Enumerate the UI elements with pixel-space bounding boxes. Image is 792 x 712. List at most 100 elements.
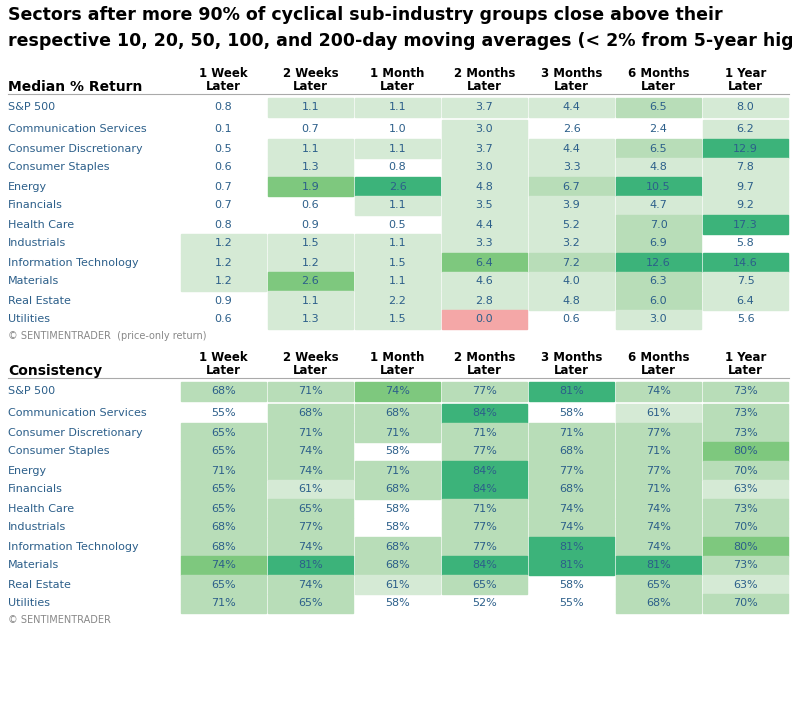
Text: Median % Return: Median % Return [8, 80, 143, 94]
Bar [703, 158, 788, 177]
Bar [355, 310, 440, 329]
Text: 6.7: 6.7 [562, 182, 581, 192]
Bar [355, 404, 440, 423]
Text: 0.5: 0.5 [215, 144, 232, 154]
Text: 2.6: 2.6 [389, 182, 406, 192]
Text: 3 Months: 3 Months [541, 67, 602, 80]
Text: 1 Month: 1 Month [371, 351, 425, 364]
Bar [442, 177, 527, 196]
Text: 9.7: 9.7 [737, 182, 755, 192]
Text: 0.5: 0.5 [389, 219, 406, 229]
Bar [181, 382, 266, 401]
Text: 0.9: 0.9 [302, 219, 319, 229]
Text: 3.3: 3.3 [562, 162, 581, 172]
Text: 73%: 73% [733, 560, 758, 570]
Text: 74%: 74% [646, 503, 671, 513]
Bar [442, 556, 527, 575]
Text: 1.5: 1.5 [302, 239, 319, 248]
Bar [268, 272, 353, 291]
Bar [181, 499, 266, 518]
Text: 2.8: 2.8 [475, 295, 493, 305]
Bar [181, 518, 266, 537]
Bar [181, 461, 266, 480]
Text: 8.0: 8.0 [737, 103, 754, 112]
Text: 1.2: 1.2 [215, 258, 232, 268]
Bar [181, 234, 266, 253]
Bar [616, 215, 701, 234]
Text: 2.4: 2.4 [649, 125, 668, 135]
Text: 1 Year: 1 Year [725, 351, 766, 364]
Bar [442, 382, 527, 401]
Text: © SENTIMENTRADER  (price-only return): © SENTIMENTRADER (price-only return) [8, 331, 207, 341]
Text: 1 Week: 1 Week [199, 67, 248, 80]
Bar [442, 442, 527, 461]
Text: 17.3: 17.3 [733, 219, 758, 229]
Text: 1 Week: 1 Week [199, 351, 248, 364]
Text: 65%: 65% [211, 427, 236, 437]
Text: 6.4: 6.4 [737, 295, 754, 305]
Text: 6 Months: 6 Months [628, 67, 689, 80]
Bar [181, 537, 266, 556]
Bar [355, 253, 440, 272]
Bar [268, 518, 353, 537]
Bar [268, 139, 353, 158]
Bar [703, 423, 788, 442]
Text: 68%: 68% [211, 542, 236, 552]
Text: 65%: 65% [298, 503, 323, 513]
Bar [268, 556, 353, 575]
Bar [529, 423, 614, 442]
Text: 74%: 74% [559, 523, 584, 533]
Text: 71%: 71% [385, 427, 410, 437]
Text: Consumer Discretionary: Consumer Discretionary [8, 427, 143, 437]
Text: 73%: 73% [733, 427, 758, 437]
Text: 68%: 68% [646, 599, 671, 609]
Text: 74%: 74% [298, 466, 323, 476]
Bar [616, 537, 701, 556]
Text: 71%: 71% [646, 446, 671, 456]
Bar [355, 556, 440, 575]
Text: 4.0: 4.0 [562, 276, 581, 286]
Text: Later: Later [728, 80, 763, 93]
Text: 2 Weeks: 2 Weeks [283, 351, 338, 364]
Bar [529, 158, 614, 177]
Bar [703, 272, 788, 291]
Bar [442, 139, 527, 158]
Text: 6.9: 6.9 [649, 239, 668, 248]
Bar [616, 98, 701, 117]
Text: 1.5: 1.5 [389, 258, 406, 268]
Text: Energy: Energy [8, 182, 48, 192]
Text: 61%: 61% [646, 409, 671, 419]
Text: 9.2: 9.2 [737, 201, 755, 211]
Text: 68%: 68% [385, 484, 410, 495]
Bar [442, 291, 527, 310]
Text: Real Estate: Real Estate [8, 295, 70, 305]
Bar [616, 177, 701, 196]
Bar [355, 98, 440, 117]
Text: 6.3: 6.3 [649, 276, 668, 286]
Bar [355, 423, 440, 442]
Text: 2 Months: 2 Months [454, 67, 515, 80]
Text: 10.5: 10.5 [646, 182, 671, 192]
Bar [268, 382, 353, 401]
Text: 65%: 65% [646, 580, 671, 590]
Text: 1.9: 1.9 [302, 182, 319, 192]
Text: 55%: 55% [211, 409, 236, 419]
Text: 65%: 65% [472, 580, 497, 590]
Text: Later: Later [641, 364, 676, 377]
Text: 1.2: 1.2 [215, 276, 232, 286]
Bar [703, 537, 788, 556]
Text: 1.0: 1.0 [389, 125, 406, 135]
Bar [529, 234, 614, 253]
Bar [355, 461, 440, 480]
Bar [181, 442, 266, 461]
Bar [703, 177, 788, 196]
Bar [268, 423, 353, 442]
Bar [355, 139, 440, 158]
Text: 1.1: 1.1 [302, 295, 319, 305]
Bar [268, 404, 353, 423]
Bar [529, 461, 614, 480]
Text: Later: Later [380, 80, 415, 93]
Bar [268, 253, 353, 272]
Text: 81%: 81% [559, 542, 584, 552]
Bar [268, 537, 353, 556]
